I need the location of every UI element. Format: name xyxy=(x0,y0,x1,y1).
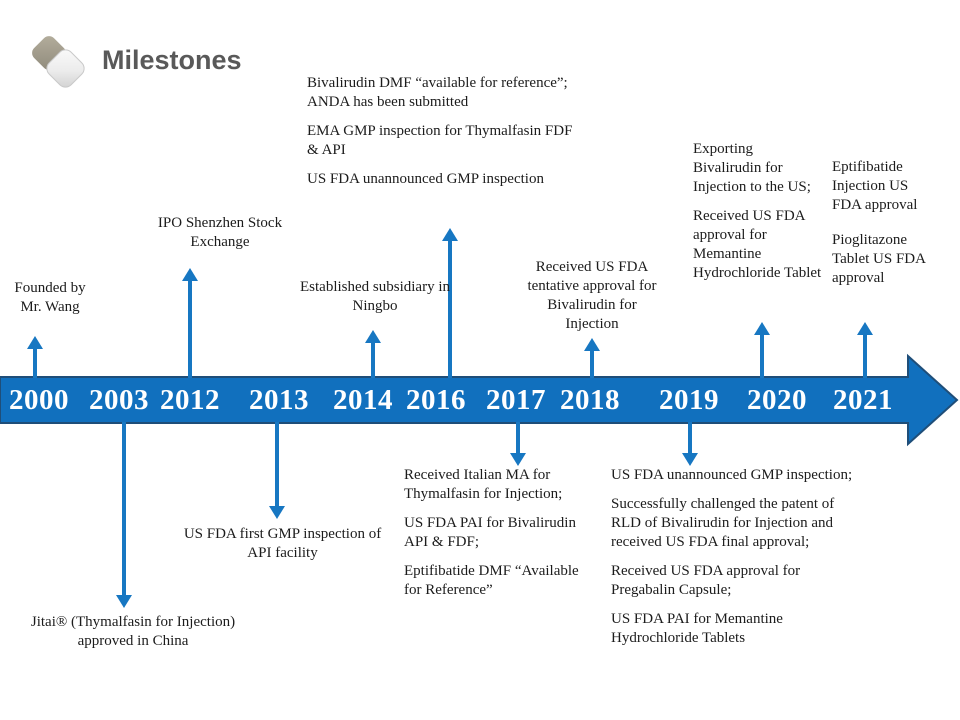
event-paragraph: Eptifibatide Injection US FDA approval xyxy=(832,159,918,213)
event-text: Received US FDA tentative approval for B… xyxy=(527,259,657,332)
arrow-2021-up xyxy=(857,322,873,378)
year-2012: 2012 xyxy=(160,384,220,416)
event-paragraph: Exporting Bivalirudin for Injection to t… xyxy=(693,141,811,195)
event-2021-block: Eptifibatide Injection US FDA approval P… xyxy=(832,158,950,288)
arrow-2003-down xyxy=(116,422,132,608)
event-paragraph: Received US FDA approval for Memantine H… xyxy=(693,208,822,281)
year-2018: 2018 xyxy=(560,384,620,416)
year-2020: 2020 xyxy=(747,384,807,416)
page-title: Milestones xyxy=(102,45,242,75)
event-2013-gmp-inspection: US FDA first GMP inspection of API facil… xyxy=(170,525,395,563)
event-text: Jitai® (Thymalfasin for Injection) appro… xyxy=(30,614,236,649)
year-2003: 2003 xyxy=(89,384,149,416)
arrow-2017-down xyxy=(510,422,526,466)
arrow-2016-up xyxy=(442,228,458,378)
event-2014-subsidiary: Established subsidiary in Ningbo xyxy=(290,278,460,316)
company-logo-diamonds-icon xyxy=(32,36,85,88)
event-paragraph: Bivalirudin DMF “available for reference… xyxy=(307,75,568,110)
event-paragraph: Received Italian MA for Thymalfasin for … xyxy=(404,467,563,502)
event-paragraph: Successfully challenged the patent of RL… xyxy=(611,496,835,550)
event-2003-jitai: Jitai® (Thymalfasin for Injection) appro… xyxy=(8,613,258,651)
event-text: Established subsidiary in Ningbo xyxy=(300,279,450,314)
event-paragraph: US FDA PAI for Memantine Hydrochloride T… xyxy=(611,611,783,646)
event-text: US FDA first GMP inspection of API facil… xyxy=(183,526,382,561)
event-paragraph: US FDA unannounced GMP inspection; xyxy=(611,467,853,483)
arrow-2000-up xyxy=(27,336,43,378)
event-text: IPO Shenzhen Stock Exchange xyxy=(157,215,283,250)
year-2013: 2013 xyxy=(249,384,309,416)
event-paragraph: US FDA PAI for Bivalirudin API & FDF; xyxy=(404,515,576,550)
year-2000: 2000 xyxy=(9,384,69,416)
event-2012-ipo: IPO Shenzhen Stock Exchange xyxy=(140,214,300,252)
event-paragraph: Pioglitazone Tablet US FDA approval xyxy=(832,232,926,286)
event-paragraph: Eptifibatide DMF “Available for Referenc… xyxy=(404,563,579,598)
arrow-2012-up xyxy=(182,268,198,378)
arrow-2014-up xyxy=(365,330,381,378)
timeline-arrow-band xyxy=(0,353,959,447)
year-2014: 2014 xyxy=(333,384,393,416)
year-2017: 2017 xyxy=(486,384,546,416)
arrow-2020-up xyxy=(754,322,770,378)
arrow-2013-down xyxy=(269,422,285,519)
event-2000-founded: Founded by Mr. Wang xyxy=(0,279,100,317)
event-2018-tentative-approval: Received US FDA tentative approval for B… xyxy=(517,258,667,334)
event-paragraph: EMA GMP inspection for Thymalfasin FDF &… xyxy=(307,123,573,158)
arrow-2018-up xyxy=(584,338,600,378)
event-2019-block: US FDA unannounced GMP inspection; Succe… xyxy=(611,466,881,648)
event-2017-block: Received Italian MA for Thymalfasin for … xyxy=(404,466,604,600)
year-2019: 2019 xyxy=(659,384,719,416)
event-2016-block: Bivalirudin DMF “available for reference… xyxy=(307,74,622,189)
event-2020-block: Exporting Bivalirudin for Injection to t… xyxy=(693,140,843,283)
event-paragraph: US FDA unannounced GMP inspection xyxy=(307,171,544,187)
year-2016: 2016 xyxy=(406,384,466,416)
year-2021: 2021 xyxy=(833,384,893,416)
event-text: Founded by Mr. Wang xyxy=(14,280,86,315)
arrow-2019-down xyxy=(682,422,698,466)
logo-front-diamond xyxy=(46,49,85,88)
event-paragraph: Received US FDA approval for Pregabalin … xyxy=(611,563,801,598)
